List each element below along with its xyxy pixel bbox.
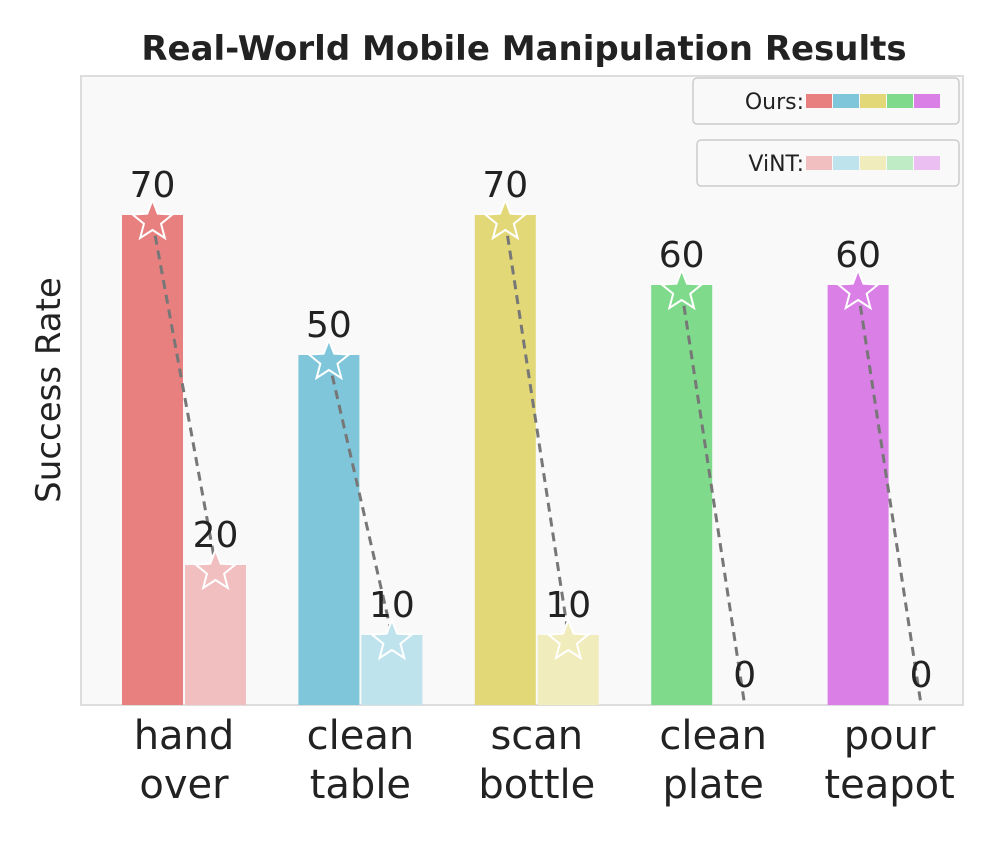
x-tick-label-2-1: bottle bbox=[478, 762, 595, 808]
x-tick-label-4-0: pour bbox=[844, 713, 936, 759]
x-tick-label-0-0: hand bbox=[134, 713, 235, 759]
star-ours-2 bbox=[482, 197, 528, 241]
x-tick-label-1-1: table bbox=[310, 762, 411, 808]
star-ours-3 bbox=[659, 267, 705, 311]
legend-swatch-0-2 bbox=[860, 94, 886, 108]
legend-swatch-1-4 bbox=[914, 156, 940, 170]
legend-swatch-0-0 bbox=[806, 94, 832, 108]
bar-ours-3 bbox=[651, 285, 713, 705]
connector-3 bbox=[680, 290, 747, 706]
bar-ours-1 bbox=[298, 355, 360, 705]
x-tick-label-0-1: over bbox=[139, 762, 229, 808]
legend-swatch-1-0 bbox=[806, 156, 832, 170]
value-label-ours-2: 70 bbox=[482, 165, 528, 206]
bar-ours-4 bbox=[827, 285, 889, 705]
star-ours-0 bbox=[129, 197, 176, 241]
legend-swatch-0-1 bbox=[833, 94, 859, 108]
legend-swatch-1-1 bbox=[833, 156, 859, 170]
legend-swatch-1-3 bbox=[887, 156, 913, 170]
bar-ours-0 bbox=[122, 215, 183, 705]
x-tick-label-3-1: plate bbox=[663, 762, 764, 808]
legend-swatch-0-4 bbox=[914, 94, 940, 108]
value-label-ours-1: 50 bbox=[306, 305, 352, 346]
star-ours-1 bbox=[306, 337, 352, 381]
connector-4 bbox=[856, 290, 923, 706]
bar-vint-0 bbox=[185, 565, 246, 705]
star-vint-2 bbox=[545, 617, 591, 661]
value-label-ours-4: 60 bbox=[835, 235, 881, 276]
value-label-ours-3: 60 bbox=[659, 235, 705, 276]
value-label-vint-0: 20 bbox=[193, 515, 239, 556]
legend: Ours: ViNT: bbox=[692, 77, 960, 187]
x-tick-labels-group: handovercleantablescanbottlecleanplatepo… bbox=[134, 713, 955, 808]
star-vint-1 bbox=[369, 617, 415, 661]
legend-swatch-0-3 bbox=[887, 94, 913, 108]
connector-1 bbox=[327, 360, 394, 636]
connector-2 bbox=[503, 220, 570, 636]
legend-label-1: ViNT: bbox=[748, 152, 804, 177]
y-axis-label: Success Rate bbox=[29, 277, 69, 503]
bar-ours-2 bbox=[474, 215, 536, 705]
star-vint-0 bbox=[192, 547, 239, 591]
legend-label-0: Ours: bbox=[745, 90, 804, 115]
x-tick-label-2-0: scan bbox=[490, 713, 583, 759]
value-label-vint-4: 0 bbox=[910, 655, 933, 696]
star-ours-4 bbox=[835, 267, 881, 311]
value-label-vint-2: 10 bbox=[545, 585, 591, 626]
x-tick-label-4-1: teapot bbox=[824, 762, 954, 808]
connectors-group bbox=[151, 220, 923, 706]
legend-swatch-1-2 bbox=[860, 156, 886, 170]
chart-title: Real-World Mobile Manipulation Results bbox=[141, 29, 906, 69]
x-tick-label-3-0: clean bbox=[659, 713, 767, 759]
value-labels-group: 70 20 50 10 70 10 60 0 60 0 bbox=[130, 165, 933, 696]
value-label-vint-1: 10 bbox=[369, 585, 415, 626]
connector-0 bbox=[151, 220, 217, 566]
stars-group bbox=[129, 197, 881, 661]
x-tick-label-1-0: clean bbox=[307, 713, 415, 759]
value-label-ours-0: 70 bbox=[130, 165, 176, 206]
bars-group bbox=[122, 215, 889, 705]
value-label-vint-3: 0 bbox=[733, 655, 756, 696]
